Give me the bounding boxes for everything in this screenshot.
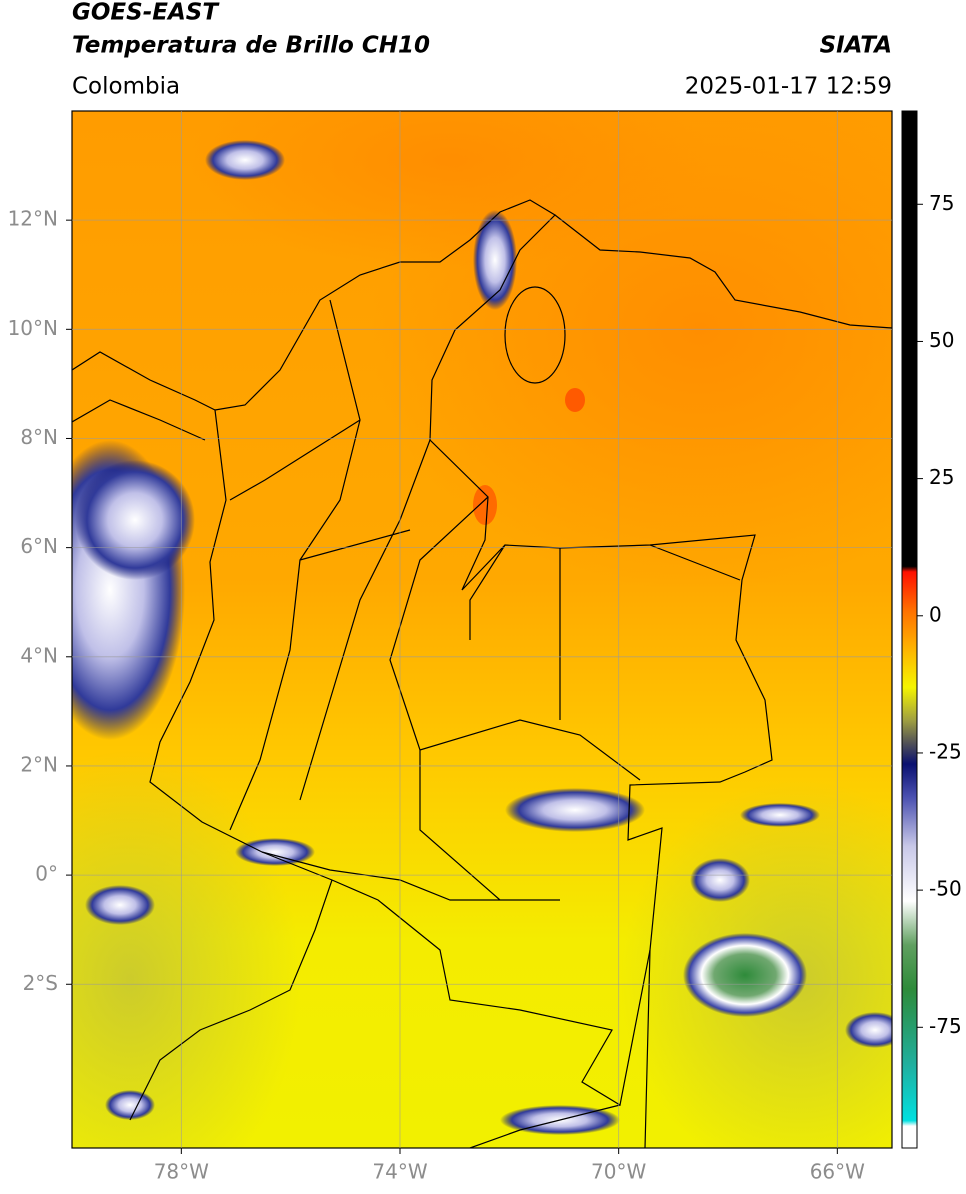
warm-spot xyxy=(565,388,585,412)
cloud xyxy=(505,788,645,832)
colorbar: 75 50 25 0 -25 -50 -75 xyxy=(901,110,962,1149)
lat-tick-label: 4°N xyxy=(20,643,58,667)
lat-tick-label: 2°S xyxy=(23,971,58,995)
map-image xyxy=(72,111,892,1148)
storm xyxy=(683,933,807,1017)
colorbar-tick-label: 75 xyxy=(929,191,954,215)
cloud xyxy=(235,838,315,866)
lat-tick-label: 6°N xyxy=(20,534,58,558)
lat-tick-label: 0° xyxy=(35,862,58,886)
lon-tick-label: 74°W xyxy=(372,1160,427,1184)
country-border xyxy=(129,879,651,1148)
cloud xyxy=(740,803,820,827)
colorbar-tick-label: 25 xyxy=(929,465,954,489)
lon-tick-label: 70°W xyxy=(591,1160,646,1184)
lat-tick-label: 12°N xyxy=(8,207,58,231)
colorbar-tick-label: -75 xyxy=(929,1014,962,1038)
lat-tick-label: 8°N xyxy=(20,425,58,449)
colorbar-tick-label: -25 xyxy=(929,739,962,763)
graticule: 78°W 74°W 70°W 66°W 12°N 10°N 8°N 6°N 4°N 2°N 0° 2°… xyxy=(8,111,892,1184)
warm-region xyxy=(190,111,710,270)
lat-tick-label: 10°N xyxy=(8,316,58,340)
lat-tick-label: 2°N xyxy=(20,752,58,776)
cloud xyxy=(85,885,155,925)
colombia-border xyxy=(149,199,773,1106)
region: Colombia xyxy=(72,74,180,100)
lon-tick-label: 66°W xyxy=(810,1160,865,1184)
lake xyxy=(504,286,566,384)
colorbar-tick-label: -50 xyxy=(929,877,962,901)
cloud xyxy=(690,858,750,902)
cloud xyxy=(473,210,517,310)
colorbar-fill xyxy=(901,110,918,1149)
boundaries xyxy=(72,199,892,1148)
cloud xyxy=(75,460,195,580)
datetime: 2025-01-17 12:59 xyxy=(685,74,892,100)
warm-spot xyxy=(473,485,497,525)
cloud xyxy=(845,1012,892,1048)
title: GOES-EAST xyxy=(72,0,220,26)
colorbar-tick-label: 0 xyxy=(929,602,942,626)
cloud xyxy=(205,140,285,180)
source: SIATA xyxy=(820,33,892,59)
cloud xyxy=(105,1090,155,1120)
map-frame xyxy=(71,110,893,1149)
lon-tick-label: 78°W xyxy=(154,1160,209,1184)
colorbar-tick-label: 50 xyxy=(929,328,954,352)
coastline xyxy=(554,214,892,329)
coastline xyxy=(72,351,216,441)
subtitle: Temperatura de Brillo CH10 xyxy=(72,33,430,59)
